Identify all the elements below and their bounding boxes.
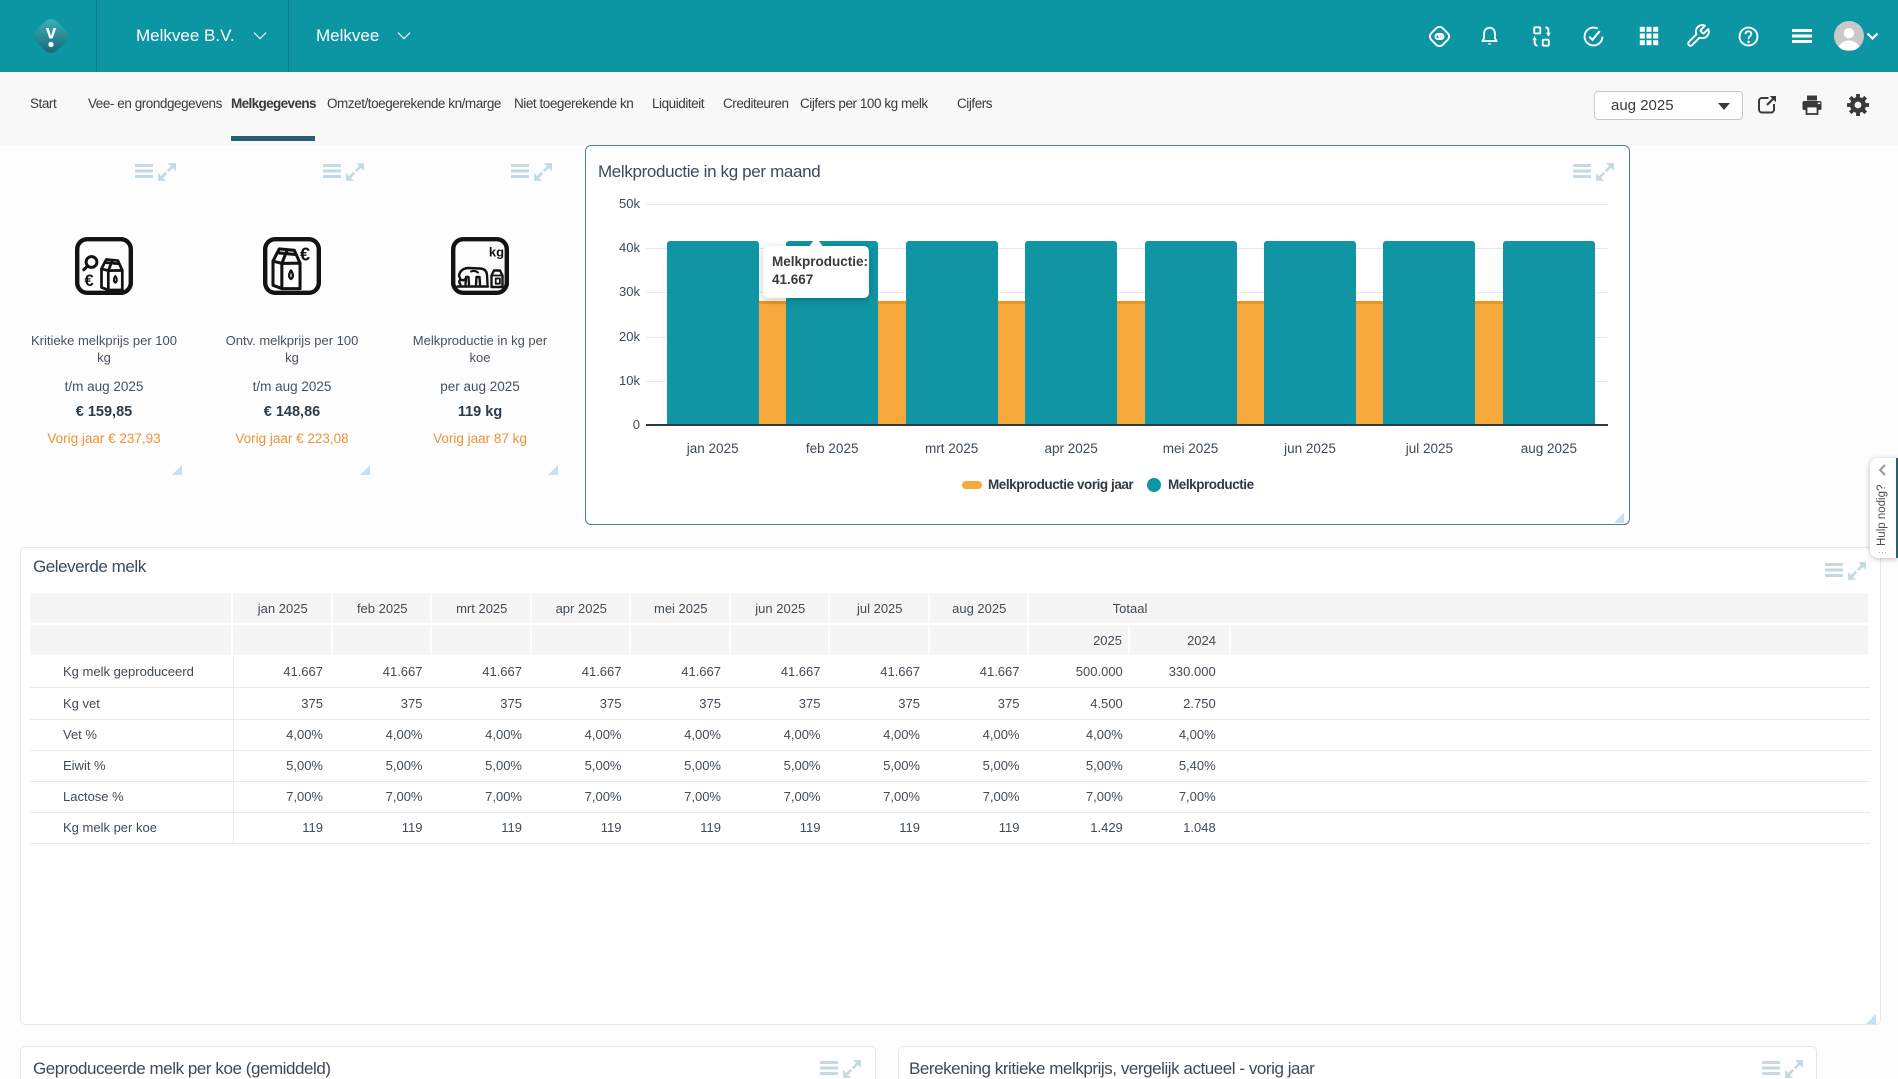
svg-text:€: € [85, 272, 94, 290]
svg-text:v: v [46, 23, 57, 44]
svg-text:kg: kg [489, 245, 504, 260]
svg-text:€: € [300, 245, 310, 265]
